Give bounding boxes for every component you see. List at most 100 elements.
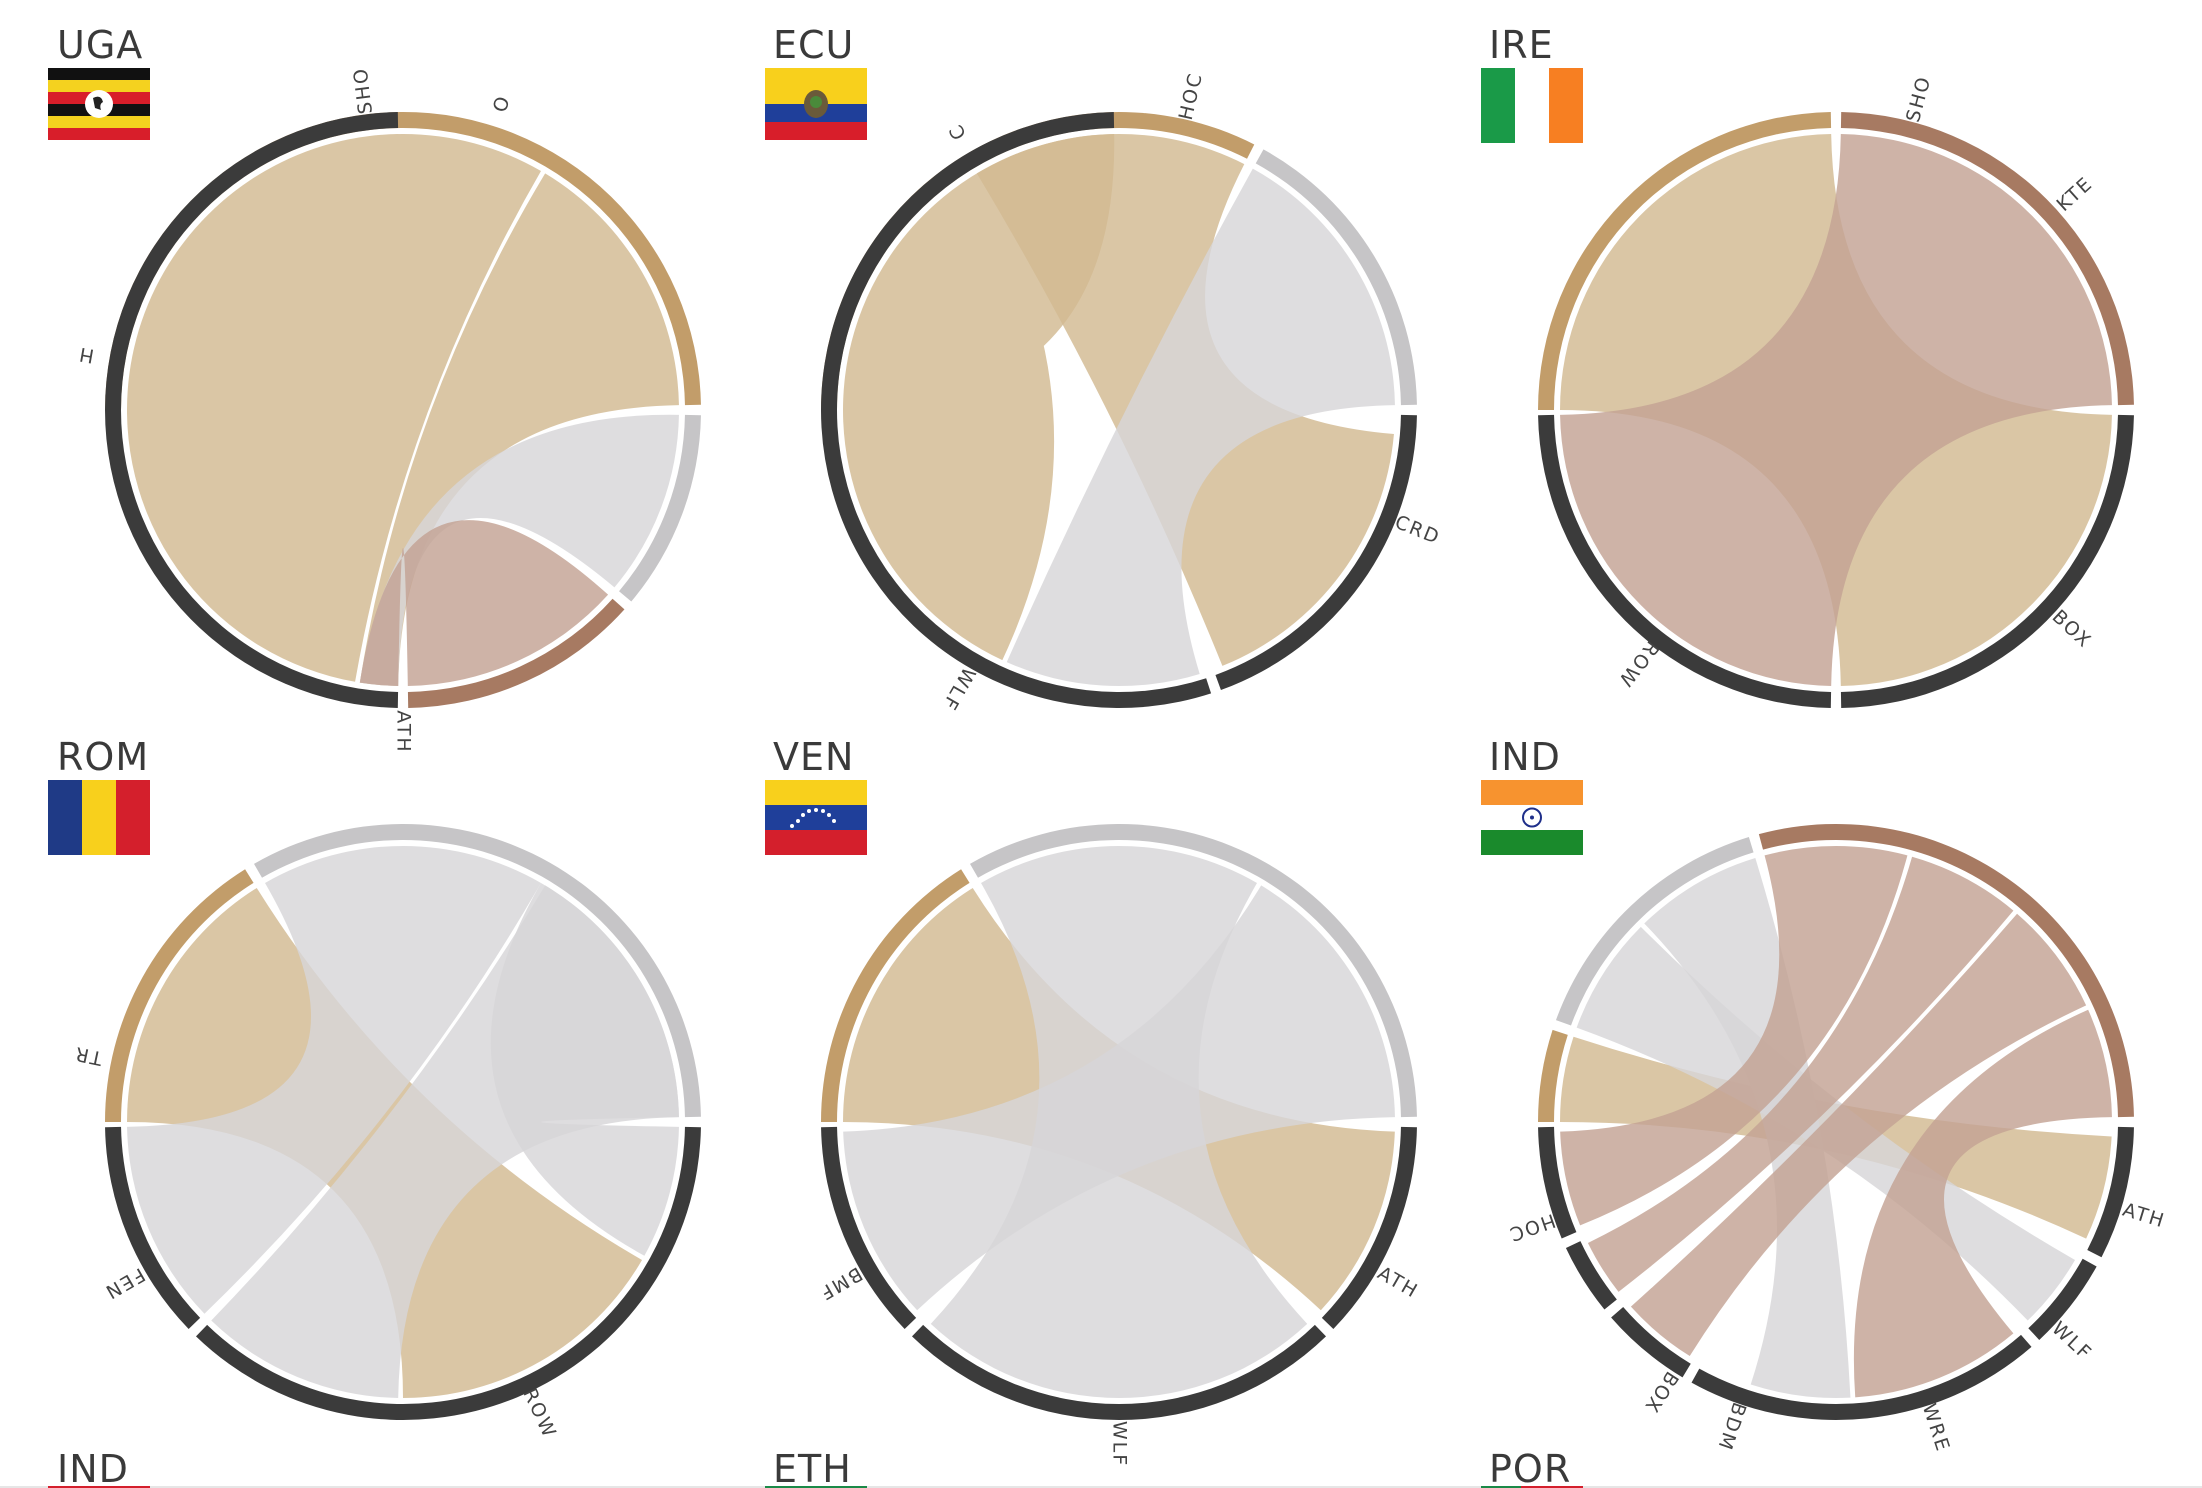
panel-uga: UGA SHO O H ATH — [48, 23, 701, 754]
group-arc-grey — [1255, 149, 1417, 406]
segment-label: FEN — [100, 1263, 148, 1304]
chord-chart-rom: TR FEN ROW — [72, 824, 701, 1442]
flag-strip-por-red — [1521, 1486, 1583, 1488]
panel-ven: VEN BMF WLF ATH — [765, 735, 1422, 1467]
country-code-ire: IRE — [1489, 23, 1554, 67]
segment-label: CRD — [1392, 511, 1444, 549]
country-code-bottom-ind: IND — [57, 1447, 129, 1488]
flag-ireland-icon — [1481, 68, 1583, 143]
segment-label: HOC — [1505, 1209, 1558, 1246]
panel-ind: IND HOC ATH WLF BOX BDM WRE — [1481, 735, 2168, 1455]
chord-chart-ind: HOC ATH WLF BOX BDM WRE — [1505, 824, 2168, 1455]
segment-label: BMF — [815, 1262, 866, 1304]
segment-label: BOX — [1639, 1367, 1682, 1417]
chord-chart-uga: SHO O H ATH — [76, 66, 701, 754]
segment-label: HOC — [1175, 70, 1207, 122]
group-arc-dark — [1565, 1241, 1617, 1310]
chord-ribbon-brown — [1630, 913, 2087, 1357]
chord-ribbon-brown — [1853, 1009, 2112, 1398]
group-arc-brown — [407, 598, 625, 708]
group-arc-tan — [105, 869, 254, 1122]
panel-ecu: ECU C HOC CRD WLF — [765, 23, 1444, 715]
group-arc-dark — [911, 1324, 1327, 1420]
chord-ribbon-grey — [127, 846, 541, 1314]
group-arc-dark — [195, 1126, 701, 1420]
group-arc-dark — [2087, 1126, 2134, 1258]
segment-label: WLF — [1109, 1421, 1131, 1467]
flag-romania-icon — [48, 780, 150, 855]
panel-rom: ROM TR FEN ROW — [48, 735, 701, 1442]
group-arc-dark — [105, 1126, 201, 1330]
segment-label: WLF — [937, 664, 979, 715]
chord-ribbon-tan — [126, 134, 541, 682]
segment-label: TR — [72, 1042, 106, 1070]
chord-ribbon-brown — [1560, 134, 2112, 686]
chord-ribbon-brown — [359, 520, 609, 686]
chord-chart-ecu: C HOC CRD WLF — [821, 70, 1444, 715]
group-arc-dark — [1215, 414, 1417, 691]
segment-label: ATH — [2120, 1199, 2168, 1233]
flag-ecuador-icon — [765, 68, 867, 140]
group-arc-dark — [1840, 414, 2134, 708]
next-row-header-eth: ETH — [765, 1447, 867, 1488]
chord-ribbon-brown — [1560, 846, 1908, 1226]
country-code-rom: ROM — [57, 735, 149, 779]
segment-label: C — [944, 119, 971, 143]
group-arc-dark — [1691, 1334, 2032, 1420]
chord-chart-ire: SHO KTE ROW BOX — [1538, 73, 2134, 708]
segment-label: ROW — [518, 1385, 560, 1442]
next-row-header-por: POR — [1481, 1447, 1583, 1488]
bottom-divider — [0, 1486, 2202, 1488]
flag-strip-ind — [48, 1486, 150, 1488]
segment-label: ATH — [393, 710, 415, 753]
group-arc-dark — [2028, 1258, 2097, 1340]
chord-ribbon-grey — [1644, 858, 1851, 1398]
flag-india-icon — [1481, 780, 1583, 855]
chord-ribbon-brown — [1587, 856, 2014, 1292]
group-arc-tan — [1538, 112, 1832, 411]
group-arc-dark — [105, 112, 399, 708]
group-arc-grey — [254, 824, 701, 1118]
segment-label: O — [489, 92, 515, 115]
group-arc-dark — [1538, 1126, 1577, 1239]
segment-label: ROW — [1613, 636, 1663, 691]
flag-venezuela-icon — [765, 780, 867, 855]
chord-ribbon-grey — [359, 414, 679, 686]
next-row-header-ind: IND — [48, 1447, 150, 1488]
group-arc-tan — [821, 869, 970, 1122]
group-arc-brown — [1840, 112, 2134, 406]
chord-ribbon-grey — [843, 885, 1395, 1311]
country-code-ven: VEN — [773, 735, 854, 779]
segment-label: WLF — [2047, 1317, 2096, 1365]
chord-ribbon-tan — [359, 173, 679, 686]
country-code-bottom-por: POR — [1489, 1447, 1571, 1488]
panel-ire: IRE SHO KTE ROW BOX — [1481, 23, 2134, 708]
group-arc-dark — [1321, 1126, 1417, 1330]
segment-label: BDM — [1713, 1399, 1750, 1453]
segment-label: WRE — [1918, 1401, 1954, 1455]
flag-strip-por-green — [1481, 1486, 1521, 1488]
segment-label: ATH — [1374, 1262, 1423, 1303]
segment-label: KTE — [2053, 172, 2098, 216]
country-code-uga: UGA — [57, 23, 143, 67]
group-arc-dark — [1611, 1307, 1691, 1378]
group-arc-grey — [1555, 837, 1754, 1026]
group-arc-grey — [970, 824, 1417, 1118]
group-arc-grey — [619, 414, 701, 602]
group-arc-dark — [821, 1126, 917, 1330]
group-arc-tan — [1538, 1029, 1568, 1122]
segment-label: H — [76, 342, 96, 366]
chord-ribbon-grey — [490, 882, 679, 1256]
country-code-ecu: ECU — [773, 23, 854, 67]
segment-label: SHO — [349, 66, 377, 116]
segment-label: SHO — [1902, 73, 1935, 124]
flag-strip-eth — [765, 1486, 867, 1488]
chord-ribbon-grey — [1006, 168, 1395, 687]
segment-label: BOX — [2048, 606, 2096, 653]
country-code-bottom-eth: ETH — [773, 1447, 852, 1488]
country-code-ind: IND — [1489, 735, 1561, 779]
flag-uganda-icon — [48, 68, 150, 140]
chord-chart-ven: BMF WLF ATH — [815, 824, 1423, 1467]
group-arc-dark — [1538, 414, 1832, 708]
